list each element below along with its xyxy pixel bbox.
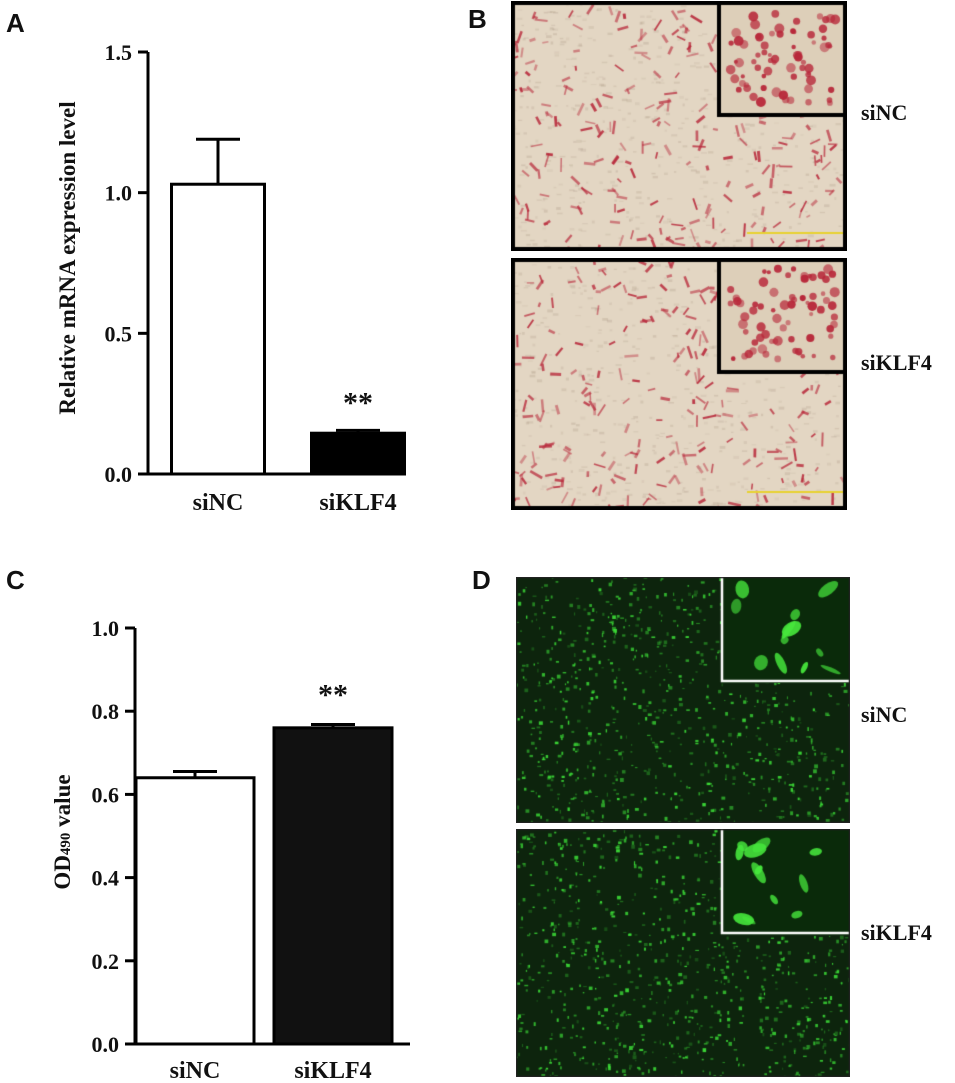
label-d-sinc: siNC	[861, 702, 908, 727]
y-tick-label: 0.2	[92, 949, 120, 974]
x-tick-label: siKLF4	[319, 490, 396, 516]
significance-marker: **	[318, 679, 348, 712]
panel-letter-b: B	[468, 4, 487, 34]
y-tick-label: 0.0	[105, 462, 133, 487]
y-tick-label: 1.0	[92, 616, 120, 641]
x-tick-label: siKLF4	[294, 1058, 371, 1080]
chart-a: 0.0 0.5 1.0 1.5 siNC siKLF4 ** Relative mRNA ex…	[55, 40, 406, 516]
bar-sinc	[170, 182, 266, 476]
y-tick-label: 0.5	[105, 321, 133, 346]
chart-c: 0.0 0.2 0.4 0.6 0.8 1.0 siNC siKLF4 ** OD490 valu…	[50, 616, 410, 1080]
x-tick-label: siNC	[193, 490, 244, 516]
label-b-sinc: siNC	[861, 100, 908, 125]
bar-siklf4	[310, 431, 406, 476]
significance-marker: **	[343, 386, 373, 419]
label-b-siklf4: siKLF4	[861, 350, 932, 375]
x-tick-label: siNC	[170, 1058, 221, 1080]
panel-letter-c: C	[6, 565, 25, 595]
panel-letter-d: D	[472, 565, 491, 595]
bar-sinc	[134, 776, 256, 1046]
y-axis-label: Relative mRNA expression level	[55, 101, 80, 414]
y-axis-label: OD490 value	[50, 774, 75, 889]
label-d-siklf4: siKLF4	[861, 920, 932, 945]
micrograph-d-sinc	[516, 577, 850, 823]
y-tick-label: 1.5	[105, 40, 133, 65]
micrograph-b-sinc	[511, 1, 847, 251]
y-tick-label: 0.6	[92, 782, 120, 807]
bar-siklf4	[272, 726, 394, 1046]
micrograph-d-siklf4	[516, 829, 850, 1077]
y-tick-label: 0.8	[92, 699, 120, 724]
y-tick-label: 0.0	[92, 1032, 120, 1057]
y-tick-label: 0.4	[92, 866, 120, 891]
micrograph-b-siklf4	[511, 258, 847, 510]
y-tick-label: 1.0	[105, 181, 133, 206]
panel-letter-a: A	[6, 8, 25, 38]
